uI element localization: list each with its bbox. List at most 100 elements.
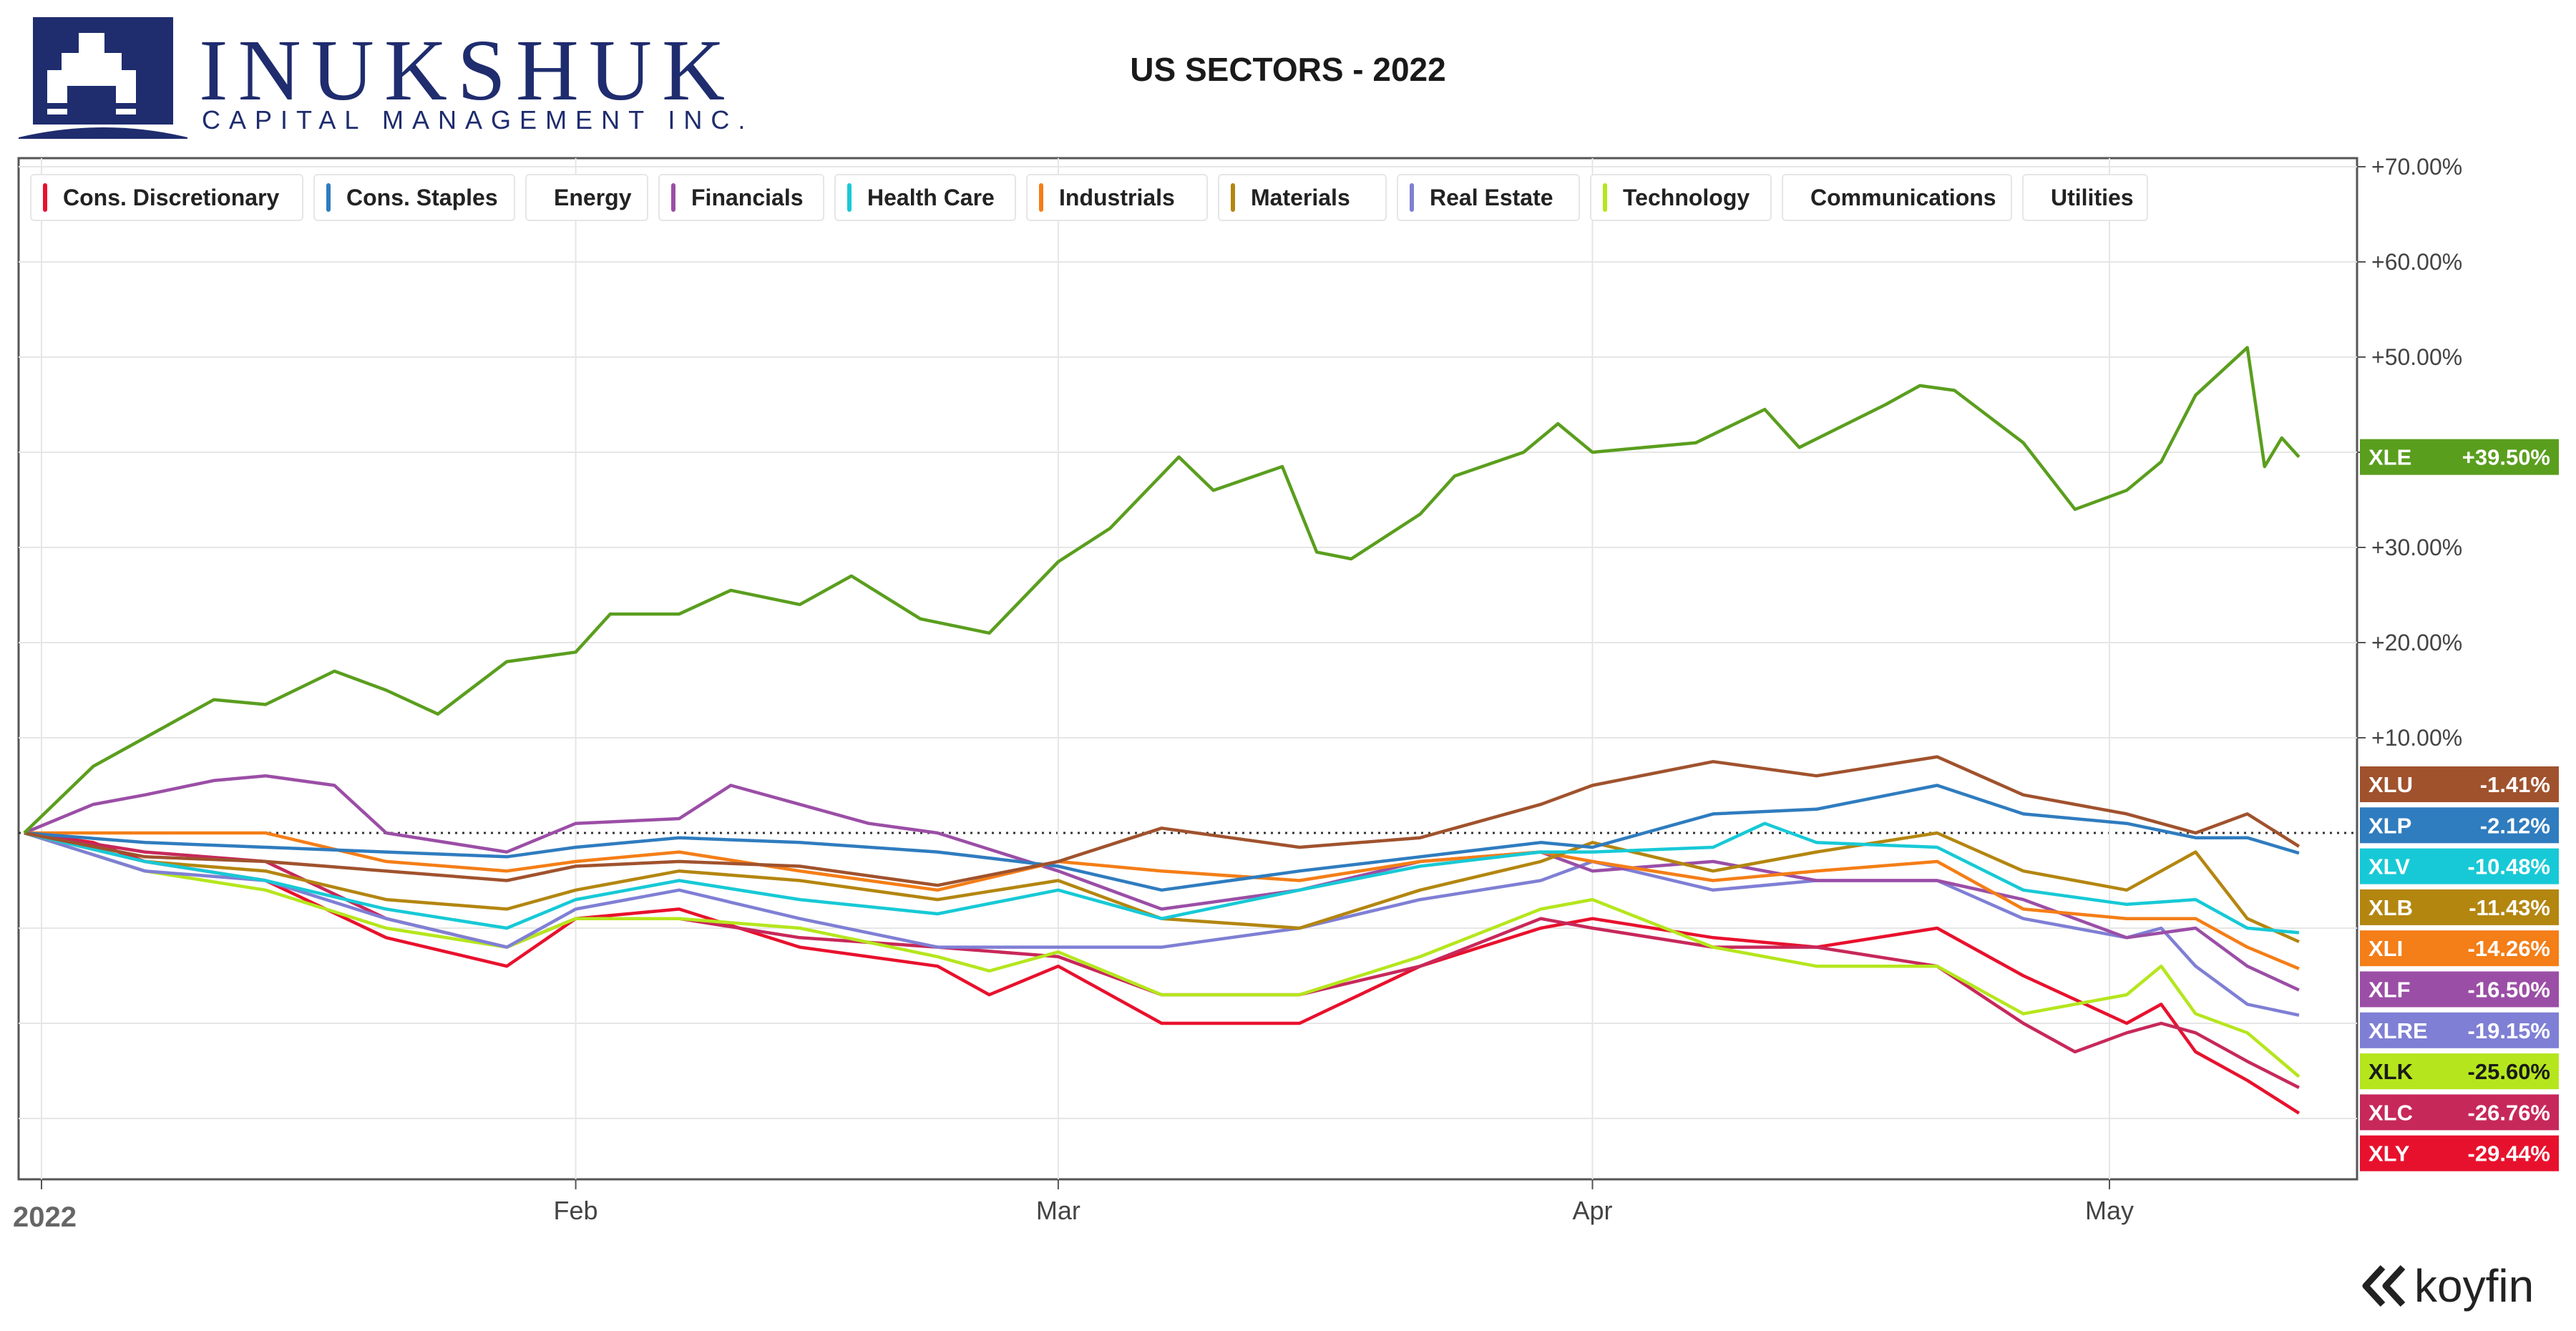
end-label-box — [2360, 1053, 2559, 1090]
series-line-xlf — [24, 774, 2300, 992]
legend-swatch — [1039, 183, 1043, 212]
brand-name: INUKSHUK — [199, 22, 736, 119]
legend-item-xlf[interactable]: Financials — [658, 174, 824, 221]
y-tick-label: +60.00% — [2371, 249, 2462, 275]
legend-label: Utilities — [2051, 184, 2134, 210]
brand-subtitle: CAPITAL MANAGEMENT INC. — [202, 105, 754, 135]
series-line-xlb — [24, 831, 2300, 944]
legend-item-xlv[interactable]: Health Care — [834, 174, 1016, 221]
chart-title: US SECTORS - 2022 — [1130, 51, 1446, 88]
series-line-xli — [24, 831, 2300, 970]
end-label-value: -25.60% — [2468, 1059, 2550, 1084]
end-label-ticker: XLRE — [2368, 1018, 2428, 1043]
legend-label: Cons. Staples — [346, 184, 498, 210]
end-label-ticker: XLP — [2368, 813, 2411, 838]
legend-label: Energy — [554, 184, 632, 210]
legend-label: Industrials — [1059, 184, 1175, 210]
legend-swatch — [326, 183, 331, 212]
end-label-ticker: XLK — [2368, 1059, 2414, 1084]
end-label-xlre: XLRE -19.15% — [2360, 1012, 2559, 1048]
y-tick-label: +10.00% — [2371, 725, 2462, 751]
plot-area — [23, 346, 2301, 1115]
x-tick-label: Feb — [554, 1196, 598, 1225]
end-label-ticker: XLI — [2368, 936, 2403, 961]
end-label-value: -11.43% — [2469, 895, 2550, 920]
end-label-xlc: XLC -26.76% — [2360, 1094, 2559, 1131]
legend-item-xlk[interactable]: Technology — [1590, 174, 1772, 221]
legend-swatch — [1231, 183, 1235, 212]
x-tick-label: Mar — [1036, 1196, 1080, 1225]
end-value-labels: XLE +39.50%XLU -1.41%XLP -2.12%XLV -10.48%XL… — [2360, 439, 2559, 1171]
legend-item-xle[interactable]: Energy — [525, 174, 648, 221]
series-line-xlre — [24, 831, 2300, 1017]
end-label-value: -2.12% — [2480, 813, 2550, 838]
end-label-value: -19.15% — [2468, 1018, 2550, 1043]
end-label-xlk: XLK -25.60% — [2360, 1053, 2559, 1090]
legend-item-xlb[interactable]: Materials — [1218, 174, 1387, 221]
legend-label: Cons. Discretionary — [63, 184, 280, 210]
end-label-box — [2360, 889, 2559, 925]
legend-item-xly[interactable]: Cons. Discretionary — [30, 174, 303, 221]
legend-swatch — [1410, 183, 1414, 212]
end-label-value: -14.26% — [2468, 936, 2550, 961]
end-label-ticker: XLY — [2368, 1141, 2410, 1166]
end-label-value: -16.50% — [2468, 977, 2550, 1003]
series-line-xlp — [24, 784, 2300, 892]
end-label-xlf: XLF -16.50% — [2360, 971, 2559, 1008]
end-label-box — [2360, 1012, 2559, 1048]
legend-item-xlp[interactable]: Cons. Staples — [313, 174, 515, 221]
end-label-xli: XLI -14.26% — [2360, 930, 2559, 967]
end-label-value: -10.48% — [2468, 854, 2550, 879]
end-label-xlp: XLP -2.12% — [2360, 807, 2559, 844]
legend-item-xlc[interactable]: Communications — [1782, 174, 2012, 221]
end-label-box — [2360, 971, 2559, 1008]
header: INUKSHUK CAPITAL MANAGEMENT INC. US SECT… — [0, 0, 2576, 154]
legend-swatch — [43, 183, 47, 212]
series-line-xle — [23, 346, 2301, 834]
series-line-xlu — [24, 755, 2301, 887]
end-label-xlu: XLU -1.41% — [2360, 766, 2559, 802]
end-label-value: -29.44% — [2468, 1141, 2550, 1166]
end-label-ticker: XLE — [2368, 445, 2411, 470]
legend-label: Health Care — [867, 184, 995, 210]
end-label-box — [2360, 930, 2559, 967]
series-line-xly — [24, 831, 2301, 1115]
legend-label: Real Estate — [1430, 184, 1553, 210]
end-label-ticker: XLB — [2368, 895, 2413, 920]
legend-item-xlre[interactable]: Real Estate — [1397, 174, 1580, 221]
end-label-box — [2360, 1135, 2559, 1171]
grid-lines — [17, 157, 2358, 1181]
legend-label: Financials — [691, 184, 804, 210]
x-axis: 2022 Feb Mar Apr May — [13, 1179, 2134, 1233]
end-label-box — [2360, 1094, 2559, 1131]
y-tick-label: +30.00% — [2371, 535, 2462, 560]
watermark-text: koyfin — [2414, 1260, 2534, 1312]
end-label-xlb: XLB -11.43% — [2360, 889, 2559, 925]
y-tick-label: +50.00% — [2371, 344, 2462, 370]
koyfin-watermark: koyfin — [2361, 1259, 2534, 1312]
end-label-box — [2360, 439, 2559, 475]
end-label-value: +39.50% — [2462, 445, 2550, 470]
end-label-box — [2360, 848, 2559, 884]
end-label-ticker: XLF — [2368, 977, 2411, 1003]
end-label-xly: XLY -29.44% — [2360, 1135, 2559, 1171]
legend-item-xlu[interactable]: Utilities — [2022, 174, 2148, 221]
end-label-ticker: XLV — [2368, 854, 2410, 879]
x-tick-label: 2022 — [13, 1201, 77, 1233]
series-line-xlv — [24, 821, 2300, 935]
legend-item-xli[interactable]: Industrials — [1026, 174, 1208, 221]
legend-swatch — [671, 183, 675, 212]
end-label-xlv: XLV -10.48% — [2360, 848, 2559, 884]
y-tick-label: +20.00% — [2371, 630, 2462, 655]
legend-swatch — [847, 183, 852, 212]
end-label-xle: XLE +39.50% — [2360, 439, 2559, 475]
legend-label: Communications — [1810, 184, 1996, 210]
end-label-ticker: XLU — [2368, 772, 2413, 797]
x-tick-label: May — [2085, 1196, 2134, 1225]
y-tick-label: +70.00% — [2371, 154, 2462, 180]
inukshuk-logo-icon — [19, 17, 187, 139]
end-label-box — [2360, 807, 2559, 844]
koyfin-logo-icon — [2362, 1264, 2406, 1307]
end-label-value: -26.76% — [2468, 1100, 2550, 1125]
